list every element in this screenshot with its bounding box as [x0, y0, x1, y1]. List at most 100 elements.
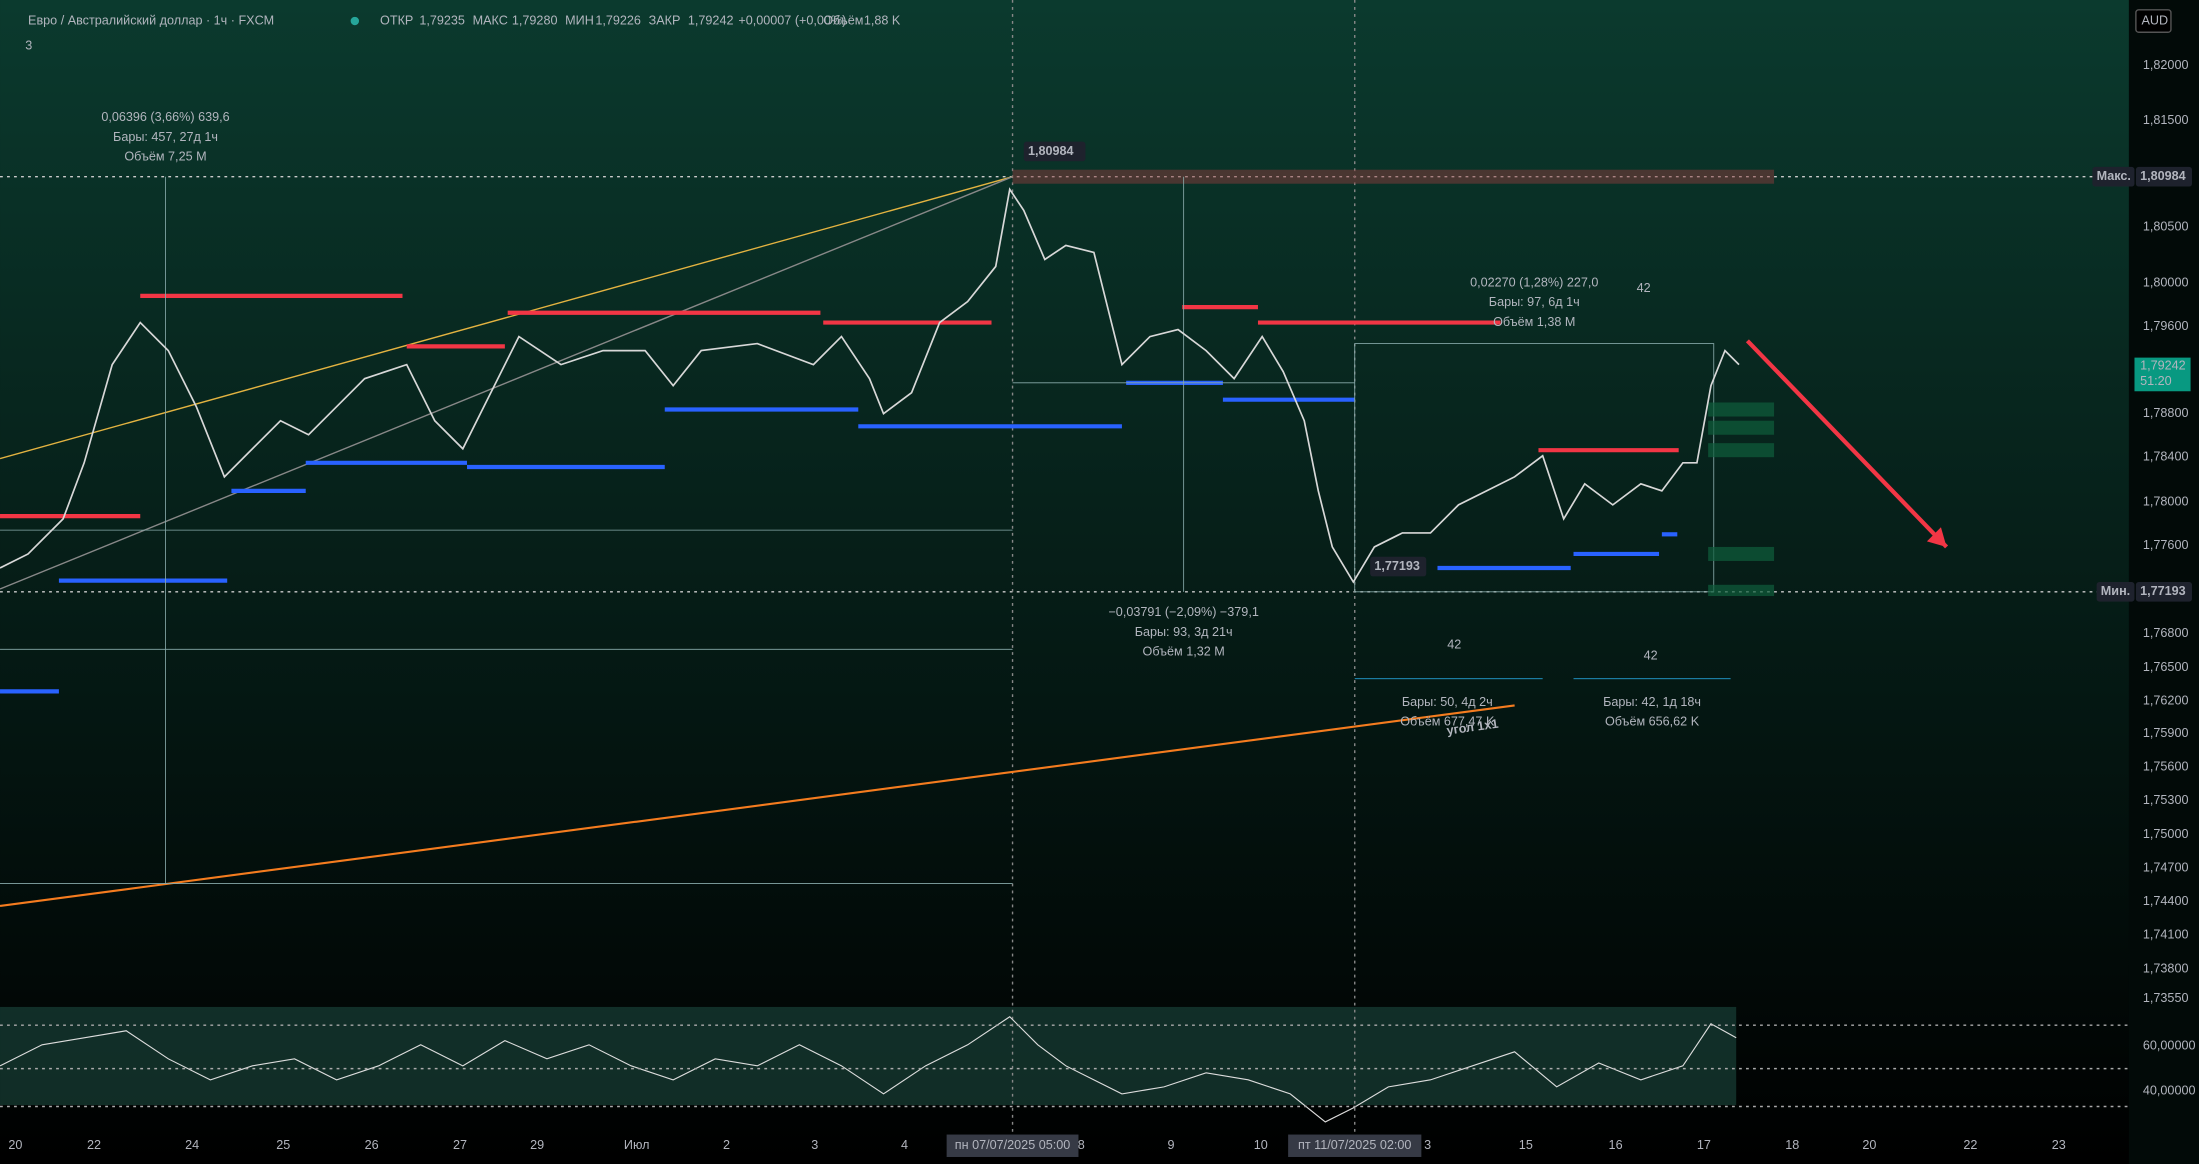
time-tick-label: 3: [1424, 1138, 1431, 1152]
crosshair-date: пн 07/07/2025 05:00: [955, 1138, 1070, 1152]
last-price: 1,79242: [2140, 358, 2186, 372]
low-tag: 1,77193: [1374, 559, 1420, 573]
time-tick-label: 20: [1862, 1138, 1876, 1152]
price-tick-label: 1,75900: [2143, 726, 2189, 740]
min-tag-label: Мин.: [2101, 584, 2130, 598]
time-tick-label: 24: [185, 1138, 199, 1152]
price-tick-label: 1,79600: [2143, 319, 2189, 333]
price-path: [0, 187, 1740, 584]
currency: AUD: [2141, 13, 2168, 27]
arrow: [1745, 339, 1949, 549]
ohlc-label: ОТКР: [380, 13, 413, 27]
price-tick-label: 1,78800: [2143, 406, 2189, 420]
measure-text: Объём 1,38 M: [1493, 315, 1575, 329]
max-tag: 1,80984: [2140, 169, 2186, 183]
ohlc-value: 1,79235: [419, 13, 465, 27]
trendline: [0, 704, 1515, 907]
time-tick-label: 22: [87, 1138, 101, 1152]
time-tick-label: 23: [2052, 1138, 2066, 1152]
high-tag-bg: [1023, 141, 1086, 162]
time-tick-label: 22: [1963, 1138, 1977, 1152]
measure-text: Бары: 42, 1д 18ч: [1603, 695, 1701, 709]
time-tick-label: 27: [453, 1138, 467, 1152]
measure-text: Бары: 50, 4д 2ч: [1402, 695, 1493, 709]
price-tick-label: 1,81500: [2143, 113, 2189, 127]
time-tick-label: 17: [1697, 1138, 1711, 1152]
volume: 1,88 K: [864, 13, 901, 27]
resistance-levels: [0, 293, 1679, 519]
time-tick-label: Июл: [624, 1138, 650, 1152]
indicator-band: [0, 1006, 1737, 1106]
time-tick-label: 9: [1168, 1138, 1175, 1152]
countdown: 51:20: [2140, 374, 2172, 388]
price-tick-label: 1,74100: [2143, 928, 2189, 942]
time-tick-label: 10: [1254, 1138, 1268, 1152]
measure-boxes: [0, 176, 1731, 884]
indicators-toggle: 3: [25, 39, 32, 53]
measure-text: 0,02270 (1,28%) 227,0: [1470, 276, 1598, 290]
time-tick-label: 25: [276, 1138, 290, 1152]
boxes: [1708, 402, 1775, 597]
rsi-path: [0, 1016, 1737, 1123]
low-tag-bg: [1370, 556, 1427, 577]
count-label: 42: [1447, 637, 1461, 651]
price-tick-label: 1,80000: [2143, 276, 2189, 290]
ohlc-value: 1,79280: [512, 13, 558, 27]
price-tick-label: 1,76800: [2143, 626, 2189, 640]
price-tick-label: 1,75600: [2143, 759, 2189, 773]
rsi-levels: [0, 1024, 2129, 1108]
market-dot: [350, 16, 360, 26]
trendline: [0, 176, 1013, 590]
time-tick-label: 2: [723, 1138, 730, 1152]
indicator-tick-label: 60,00000: [2143, 1039, 2196, 1053]
min-tag-bg: [2135, 582, 2192, 602]
measure-text: Объём 656,62 K: [1605, 715, 1700, 729]
trendline: [0, 176, 1013, 460]
count-label: 42: [1637, 281, 1651, 295]
measure-text: Бары: 93, 3д 21ч: [1135, 625, 1233, 639]
price-tick-label: 1,75000: [2143, 827, 2189, 841]
measure-text: Объём 7,25 M: [124, 149, 206, 163]
volume-label: Объём: [823, 13, 863, 27]
ohlc-label: МИН: [565, 13, 594, 27]
price-tick-label: 1,82000: [2143, 58, 2189, 72]
price-tick-label: 1,73550: [2143, 991, 2189, 1005]
time-tick-label: 3: [811, 1138, 818, 1152]
measure-text: 0,06396 (3,66%) 639,6: [101, 110, 229, 124]
measure-text: Бары: 97, 6д 1ч: [1489, 295, 1580, 309]
count-label: 42: [1644, 649, 1658, 663]
ohlc-value: 1,79226: [595, 13, 641, 27]
time-tick-label: 20: [8, 1138, 22, 1152]
time-tick-label: 18: [1785, 1138, 1799, 1152]
ohlc-value: 1,79242: [688, 13, 734, 27]
time-tick-label: 16: [1609, 1138, 1623, 1152]
last-price-bg: [2134, 357, 2191, 392]
price-tick-label: 1,78000: [2143, 494, 2189, 508]
price-tick-label: 1,80500: [2143, 220, 2189, 234]
price-tick-label: 1,74400: [2143, 894, 2189, 908]
ohlc-label: ЗАКР: [649, 13, 681, 27]
zone: [1012, 169, 1775, 184]
min-tag-label-bg: [2096, 582, 2135, 602]
support-levels: [0, 380, 1678, 694]
measure-text: Бары: 457, 27д 1ч: [113, 130, 218, 144]
max-tag-label-bg: [2092, 166, 2135, 187]
price-tick-label: 1,73800: [2143, 961, 2189, 975]
max-tag-bg: [2135, 166, 2192, 187]
symbol: Евро / Австралийский доллар · 1ч · FXCM: [28, 13, 274, 27]
change: +0,00007 (+0,00%): [738, 13, 846, 27]
crosshair-date-bg: [1288, 1134, 1422, 1157]
price-tick-label: 1,76200: [2143, 694, 2189, 708]
time-tick-label: 26: [365, 1138, 379, 1152]
arrow-head: [1926, 527, 1947, 547]
price-tick-label: 1,76500: [2143, 660, 2189, 674]
min-tag: 1,77193: [2140, 584, 2186, 598]
price-tick-label: 1,74700: [2143, 860, 2189, 874]
time-tick-label: 15: [1519, 1138, 1533, 1152]
crosshair-date-bg: [946, 1134, 1079, 1157]
high-tag: 1,80984: [1028, 144, 1074, 158]
price-tick-label: 1,75300: [2143, 793, 2189, 807]
currency-button[interactable]: [2135, 9, 2172, 33]
